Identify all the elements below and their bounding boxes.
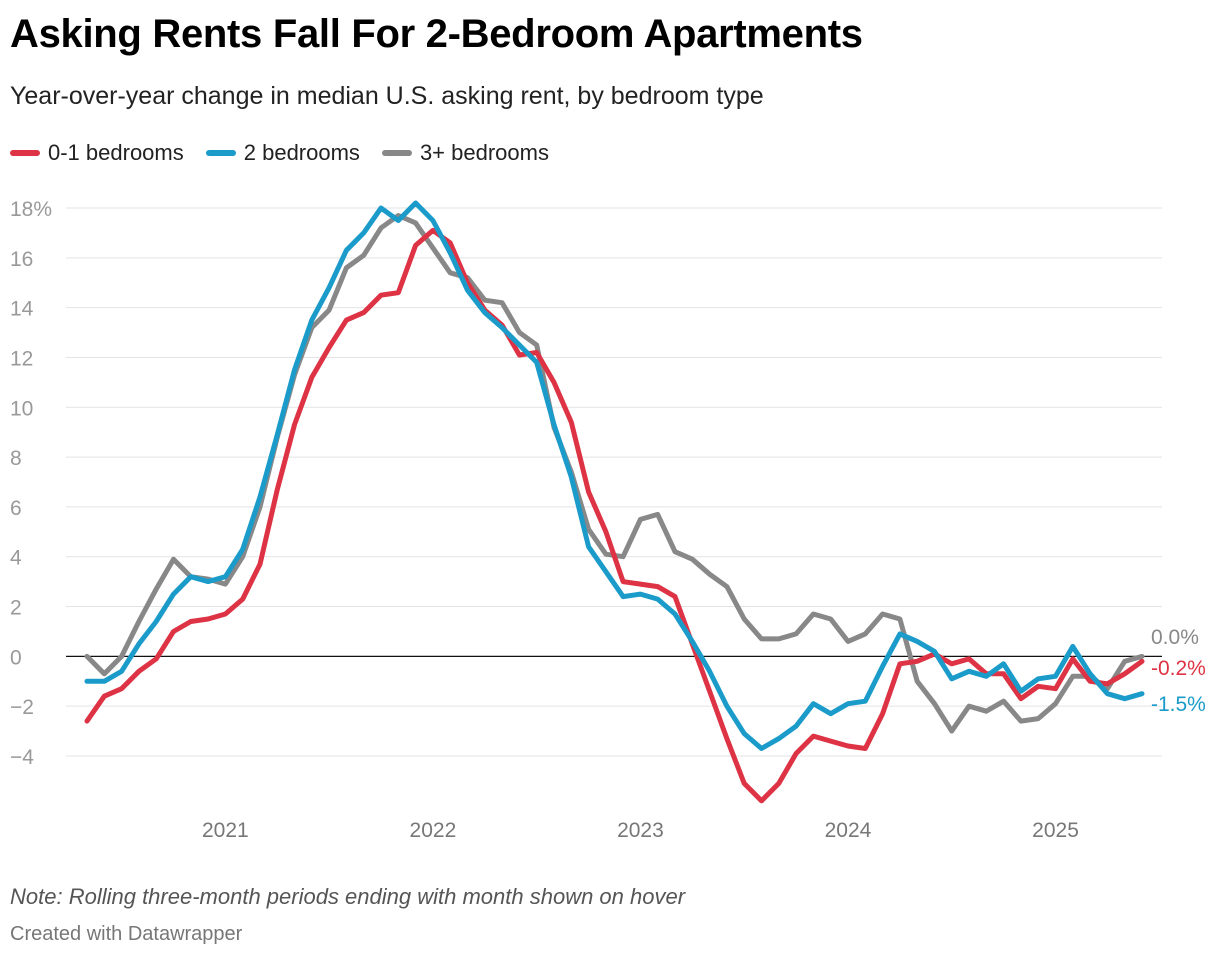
y-tick-label: 18%: [10, 198, 52, 221]
y-tick-label: −2: [10, 696, 34, 719]
legend-item-0-1-bedrooms: 0-1 bedrooms: [10, 140, 184, 166]
legend-label-2-bedrooms: 2 bedrooms: [243, 140, 360, 165]
series-line-3-bedrooms: [84, 213, 1145, 734]
x-tick-label: 2023: [617, 819, 664, 842]
y-tick-label: 4: [10, 547, 22, 570]
chart-subtitle: Year-over-year change in median U.S. ask…: [10, 82, 764, 110]
legend-item-3-plus-bedrooms: 3+ bedrooms: [381, 140, 549, 166]
x-tick-label: 2022: [410, 819, 457, 842]
y-tick-label: 12: [10, 347, 33, 370]
legend-label-3-plus-bedrooms: 3+ bedrooms: [419, 140, 549, 165]
line-chart: 18% 16 14 12 10 8 6 4 2 0 −2 −4 2021 2022 2023 2024 2025…: [10, 198, 1206, 842]
x-tick-label: 2025: [1032, 819, 1079, 842]
legend-swatch-2-bedrooms: [205, 150, 236, 156]
y-tick-label: 10: [10, 397, 33, 420]
x-tick-label: 2024: [825, 819, 872, 842]
series-line-0-1-bedrooms: [84, 227, 1145, 804]
end-label-2-bedrooms: -1.5%: [1151, 693, 1206, 716]
chart-title: Asking Rents Fall For 2-Bedroom Apartmen…: [10, 12, 863, 56]
series-line-2-bedrooms: [84, 200, 1145, 751]
y-tick-label: −4: [10, 746, 34, 769]
legend-swatch-0-1-bedrooms: [10, 150, 40, 156]
y-tick-label: 14: [10, 298, 34, 321]
y-tick-label: 6: [10, 497, 22, 520]
chart-note: Note: Rolling three-month periods ending…: [10, 884, 686, 909]
end-label-3-bedrooms: 0.0%: [1151, 626, 1199, 649]
legend: 0-1 bedrooms 2 bedrooms 3+ bedrooms: [10, 140, 549, 166]
y-tick-label: 16: [10, 248, 33, 271]
y-tick-label: 0: [10, 646, 22, 669]
x-tick-label: 2021: [202, 819, 249, 842]
legend-label-0-1-bedrooms: 0-1 bedrooms: [48, 140, 184, 165]
end-label-0-1-bedrooms: -0.2%: [1151, 657, 1206, 680]
legend-swatch-3-plus-bedrooms: [381, 150, 412, 156]
legend-item-2-bedrooms: 2 bedrooms: [205, 140, 360, 166]
y-tick-label: 8: [10, 447, 22, 470]
credit-line: Created with Datawrapper: [10, 923, 243, 945]
y-tick-label: 2: [10, 597, 22, 620]
